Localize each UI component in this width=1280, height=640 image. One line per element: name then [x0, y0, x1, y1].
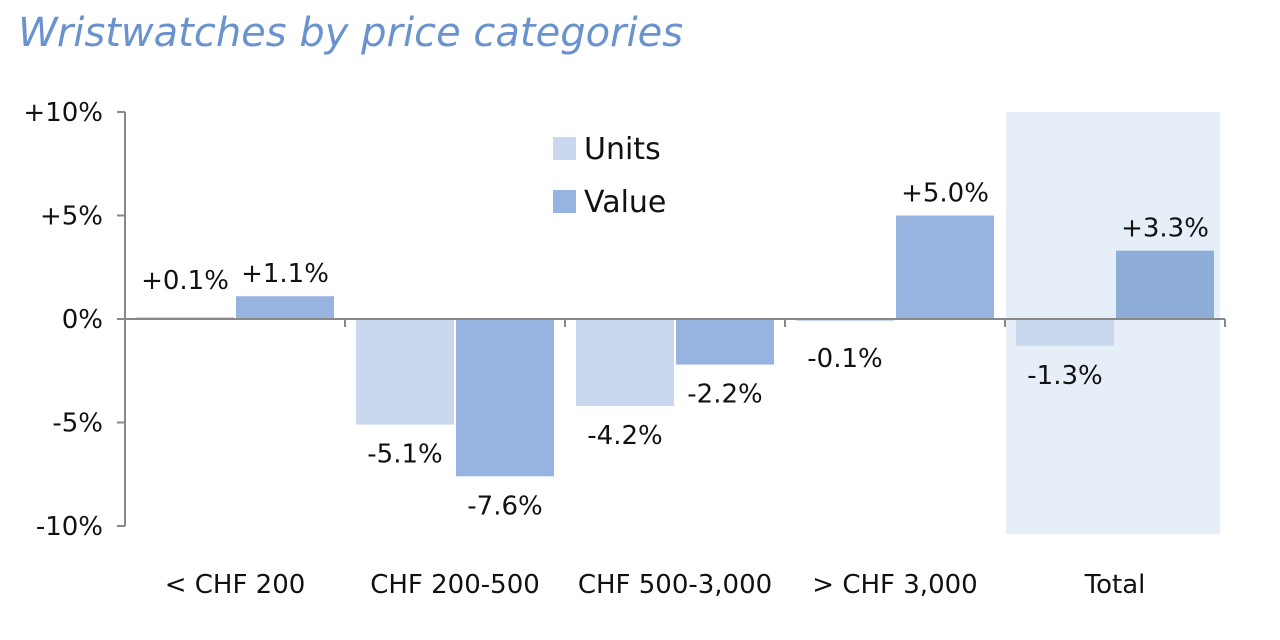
- y-tick-label: -10%: [36, 512, 103, 542]
- legend-label-value: Value: [584, 185, 666, 220]
- data-label-units-chf-500-3-000: -4.2%: [587, 421, 662, 451]
- bar-units-total: [1016, 319, 1114, 346]
- category-label-chf-200: < CHF 200: [165, 570, 306, 600]
- bar-value-chf-3-000: [896, 215, 994, 319]
- y-tick-label: +10%: [23, 98, 103, 128]
- data-label-value-chf-200-500: -7.6%: [467, 491, 542, 521]
- data-label-value-chf-3-000: +5.0%: [901, 179, 989, 209]
- bar-value-chf-500-3-000: [676, 319, 774, 365]
- data-label-units-chf-200: +0.1%: [141, 266, 229, 296]
- data-label-units-total: -1.3%: [1027, 361, 1102, 391]
- data-label-value-total: +3.3%: [1121, 214, 1209, 244]
- category-label-chf-500-3-000: CHF 500-3,000: [578, 570, 772, 600]
- legend-swatch-units: [553, 137, 576, 160]
- category-label-chf-200-500: CHF 200-500: [370, 570, 540, 600]
- category-label-chf-3-000: > CHF 3,000: [812, 570, 977, 600]
- y-tick-label: -5%: [52, 409, 103, 439]
- data-label-units-chf-200-500: -5.1%: [367, 440, 442, 470]
- y-tick-label: +5%: [40, 202, 103, 232]
- bar-value-chf-200-500: [456, 319, 554, 477]
- bar-units-chf-200: [136, 316, 234, 319]
- data-label-units-chf-3-000: -0.1%: [807, 344, 882, 374]
- bar-units-chf-3-000: [796, 319, 894, 322]
- data-label-value-chf-500-3-000: -2.2%: [687, 380, 762, 410]
- bar-value-total: [1116, 250, 1214, 319]
- bar-value-chf-200: [236, 296, 334, 319]
- data-label-value-chf-200: +1.1%: [241, 259, 329, 289]
- category-label-total: Total: [1084, 570, 1146, 600]
- bar-units-chf-200-500: [356, 319, 454, 425]
- legend-swatch-value: [553, 190, 576, 213]
- bar-units-chf-500-3-000: [576, 319, 674, 406]
- chart-title: Wristwatches by price categories: [18, 10, 684, 56]
- y-tick-label: 0%: [62, 305, 103, 335]
- legend-label-units: Units: [584, 132, 661, 167]
